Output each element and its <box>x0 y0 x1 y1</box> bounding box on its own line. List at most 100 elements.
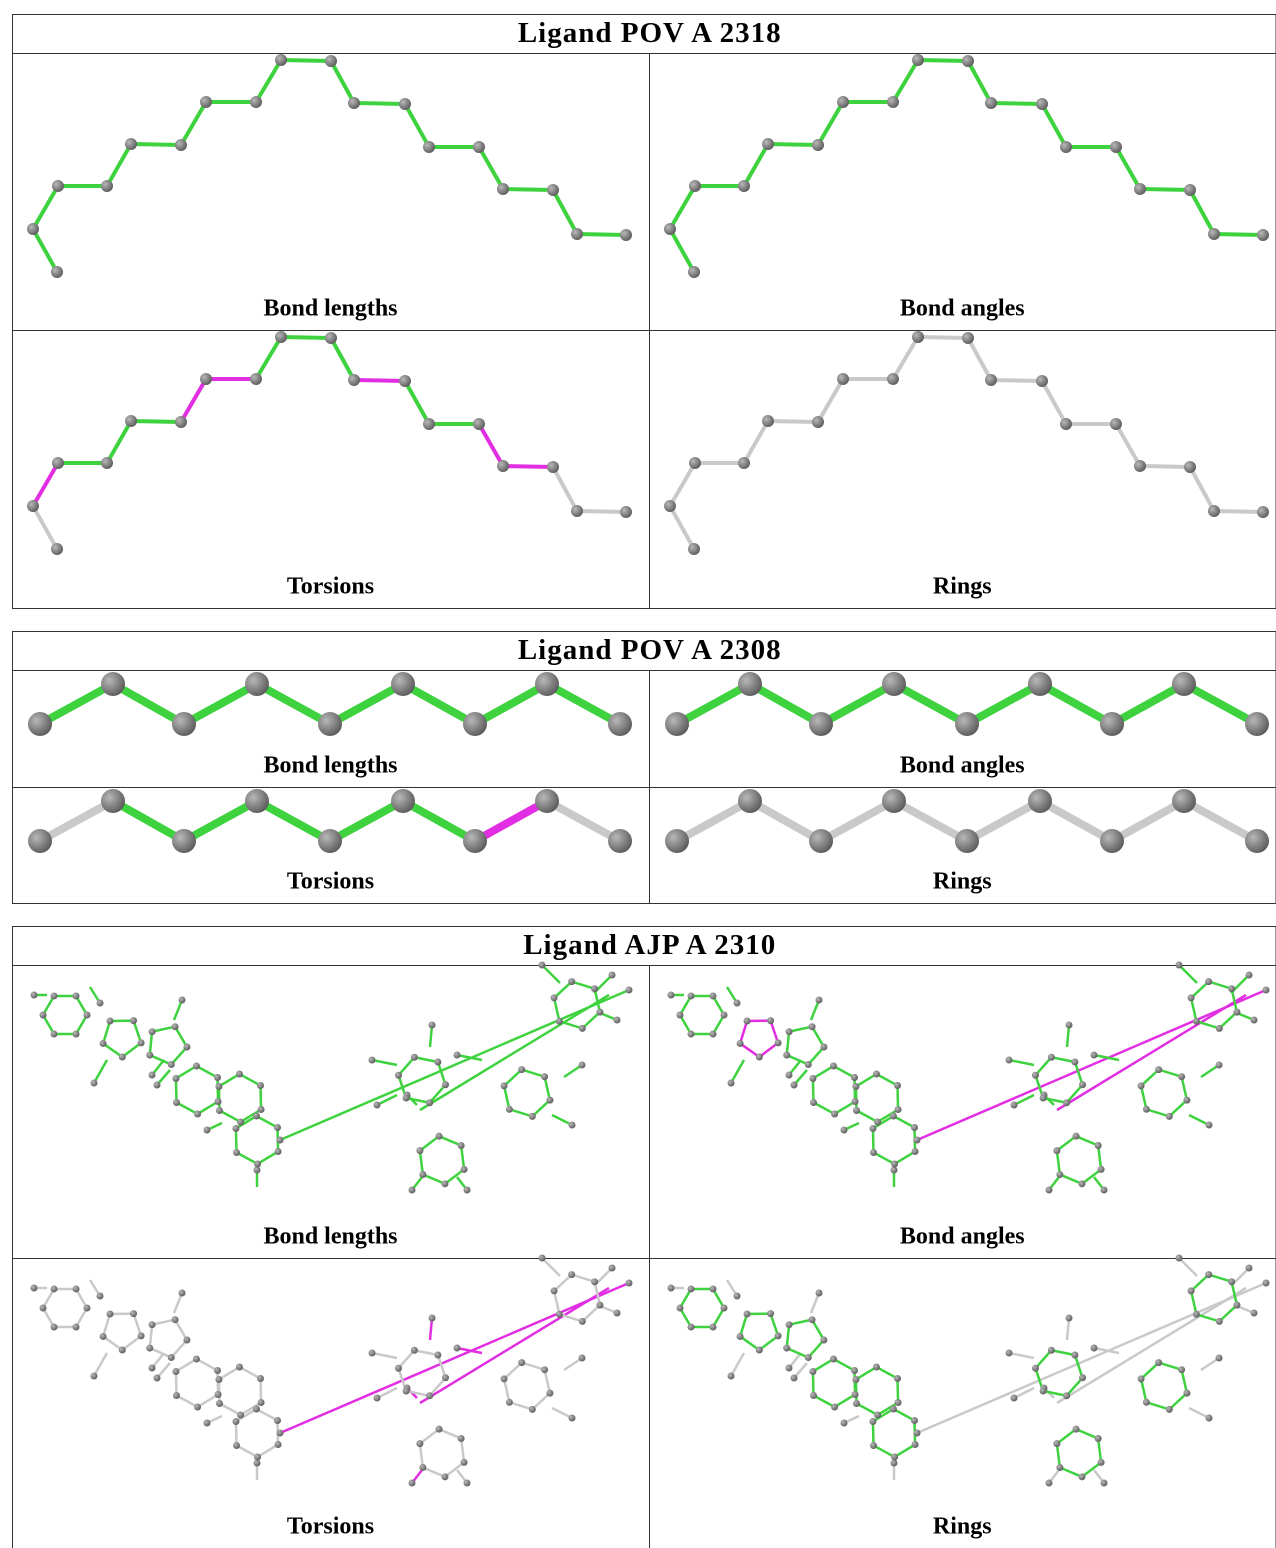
atom <box>882 789 906 813</box>
ring <box>678 1287 726 1329</box>
atom <box>148 1071 156 1079</box>
atom <box>215 1375 223 1383</box>
atom <box>831 1403 839 1411</box>
atom <box>402 1387 410 1395</box>
atom <box>568 1121 576 1129</box>
bond <box>575 232 628 237</box>
molecule <box>667 961 1270 1194</box>
atom <box>101 180 113 192</box>
atom <box>687 992 695 1000</box>
atom <box>962 55 974 67</box>
atom <box>874 1411 882 1419</box>
bond <box>668 227 696 274</box>
bond <box>742 419 770 465</box>
atom <box>83 1304 91 1312</box>
atom <box>1078 1180 1086 1188</box>
atom <box>1257 506 1269 518</box>
atom <box>620 229 632 241</box>
atom <box>762 138 774 150</box>
atom <box>1250 1309 1258 1317</box>
bond <box>963 797 1044 845</box>
atom <box>237 1118 245 1126</box>
bond <box>1040 102 1068 149</box>
atom <box>578 1317 586 1325</box>
atom <box>736 1332 744 1340</box>
atom <box>215 1082 223 1090</box>
atom <box>550 1287 558 1295</box>
atom <box>608 971 616 979</box>
bond <box>1138 464 1192 469</box>
atom <box>910 1417 918 1425</box>
atom <box>1010 1101 1018 1109</box>
atom <box>213 1074 221 1082</box>
cell-caption: Bond lengths <box>263 1224 397 1250</box>
bond <box>963 680 1044 728</box>
atom <box>148 1364 156 1372</box>
atom <box>720 1304 728 1312</box>
atom <box>216 1399 224 1407</box>
bond <box>742 142 770 188</box>
atom <box>318 829 342 853</box>
atom <box>1056 1170 1064 1178</box>
atom <box>870 1148 878 1156</box>
ring <box>148 1025 189 1067</box>
atom <box>869 1124 877 1132</box>
atom <box>1215 1061 1223 1069</box>
atom <box>90 1079 98 1087</box>
bond <box>456 1346 483 1355</box>
atom <box>820 1336 828 1344</box>
atom <box>428 1021 436 1029</box>
atom <box>497 183 509 195</box>
atom <box>1094 1142 1102 1150</box>
atom <box>252 1405 260 1413</box>
atom <box>785 1071 793 1079</box>
atom <box>1183 1096 1191 1104</box>
atom <box>194 1110 202 1118</box>
atom <box>1100 829 1124 853</box>
atom <box>96 999 104 1007</box>
atom <box>175 416 187 428</box>
atom <box>233 1441 241 1449</box>
atom <box>743 1310 751 1318</box>
atom <box>891 1160 899 1168</box>
atom <box>1178 1073 1186 1081</box>
atom <box>790 1081 798 1089</box>
bond <box>180 680 261 728</box>
bond <box>551 188 579 236</box>
ring <box>41 1287 89 1329</box>
atom <box>453 1051 461 1059</box>
bond <box>36 797 117 845</box>
atom <box>910 1124 918 1132</box>
molecule <box>30 961 633 1194</box>
bond <box>279 988 630 1142</box>
cell-caption: Rings <box>933 1514 992 1540</box>
bond <box>1200 1063 1220 1079</box>
bond <box>1180 797 1261 845</box>
cell-caption: Bond lengths <box>263 753 397 779</box>
atom <box>853 1399 861 1407</box>
ligand-panel: Ligand POV A 2318 Bond lengths Bond angles… <box>12 14 1276 609</box>
atom <box>808 1023 816 1031</box>
bond <box>428 1024 434 1048</box>
atom <box>1045 1479 1053 1487</box>
bond <box>816 377 845 424</box>
ring <box>811 1357 857 1409</box>
bond <box>501 187 555 192</box>
atom <box>51 266 63 278</box>
atom <box>408 1479 416 1487</box>
atom <box>30 991 38 999</box>
bond <box>916 335 970 340</box>
panel-title: Ligand AJP A 2310 <box>523 929 776 961</box>
atom <box>541 1073 549 1081</box>
atom <box>442 1374 450 1382</box>
molecule <box>30 1254 633 1487</box>
atom <box>50 1285 58 1293</box>
bond <box>352 101 407 106</box>
atom <box>804 1354 812 1362</box>
bond <box>891 58 920 104</box>
atom <box>535 789 559 813</box>
atom <box>733 999 741 1007</box>
atom <box>27 500 39 512</box>
atom <box>28 829 52 853</box>
atom <box>709 1323 717 1331</box>
